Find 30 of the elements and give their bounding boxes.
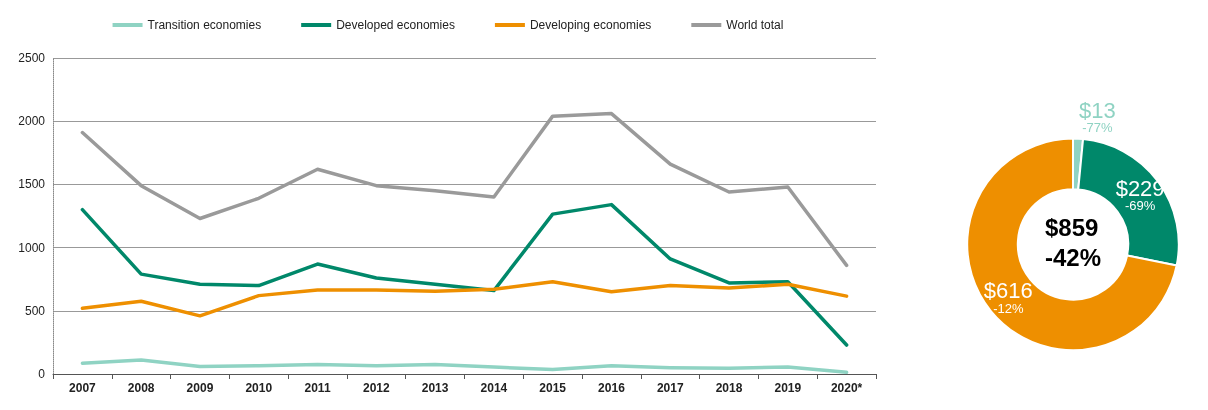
y-tick-label: 500 — [24, 303, 46, 318]
data-label: $616 -12% — [983, 278, 1033, 316]
line-series — [80, 358, 849, 375]
x-tick-label: 2009 — [186, 381, 214, 395]
x-tick-label: 2011 — [304, 381, 331, 395]
x-tick-label: 2013 — [421, 381, 449, 395]
y-tick-label: 1500 — [18, 177, 46, 192]
x-tick-label: 2016 — [598, 381, 626, 395]
x-tick-label: 2010 — [245, 381, 273, 395]
legend-label: Transition economies — [147, 18, 262, 32]
y-tick-label: 2000 — [18, 114, 46, 129]
x-tick-label: 2007 — [69, 381, 97, 395]
x-tick-label: 2020* — [830, 381, 863, 395]
line-series — [80, 279, 849, 318]
y-tick-label: 2500 — [18, 51, 46, 65]
x-tick-label: 2018 — [715, 381, 743, 395]
y-tick-label: 1000 — [18, 240, 46, 255]
legend-label: Developed economies — [336, 18, 455, 32]
x-tick-label: 2019 — [774, 381, 802, 395]
line-series — [80, 202, 849, 347]
x-tick-label: 2008 — [127, 381, 155, 395]
x-tick-label: 2015 — [539, 381, 567, 395]
legend-label: Developing economies — [529, 18, 652, 32]
x-tick-label: 2017 — [656, 381, 684, 395]
x-tick-label: 2014 — [480, 381, 508, 395]
legend-label: World total — [726, 18, 784, 32]
text: $859 -42% — [1044, 214, 1102, 272]
data-label: $13 -77% — [1079, 97, 1116, 136]
x-tick-label: 2012 — [362, 381, 390, 395]
y-tick-label: 0 — [38, 367, 46, 381]
